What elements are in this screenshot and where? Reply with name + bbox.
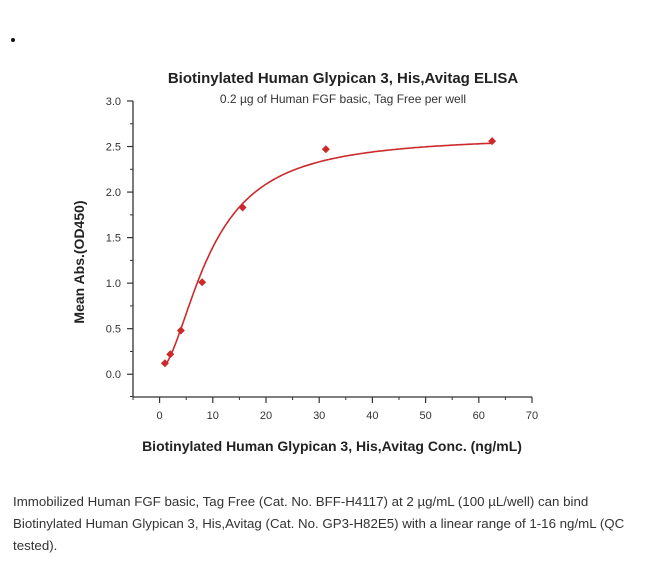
- x-tick-label: 30: [313, 410, 325, 422]
- x-axis-label: Biotinylated Human Glypican 3, His,Avita…: [142, 438, 522, 454]
- data-point: [176, 326, 185, 335]
- y-tick-label: 1.0: [106, 278, 121, 290]
- x-tick-label: 0: [157, 410, 163, 422]
- data-point: [238, 203, 247, 212]
- y-tick-label: 0.0: [106, 369, 121, 381]
- chart-title: Biotinylated Human Glypican 3, His,Avita…: [168, 70, 519, 87]
- data-point: [488, 137, 497, 146]
- chart-subtitle: 0.2 µg of Human FGF basic, Tag Free per …: [220, 92, 466, 106]
- x-tick-label: 20: [260, 410, 272, 422]
- fit-curve: [164, 142, 493, 367]
- x-tick-label: 50: [419, 410, 431, 422]
- y-tick-label: 1.5: [106, 233, 121, 245]
- x-tick-label: 70: [526, 410, 538, 422]
- y-tick-label: 2.5: [106, 142, 121, 154]
- data-point: [160, 359, 169, 368]
- figure-caption: Immobilized Human FGF basic, Tag Free (C…: [13, 494, 625, 553]
- x-tick-label: 60: [473, 410, 485, 422]
- elisa-chart: Biotinylated Human Glypican 3, His,Avita…: [71, 70, 538, 454]
- y-tick-label: 3.0: [106, 96, 121, 108]
- x-tick-label: 40: [366, 410, 378, 422]
- y-tick-label: 2.0: [106, 187, 121, 199]
- data-point: [321, 145, 330, 154]
- y-tick-label: 0.5: [106, 324, 121, 336]
- y-axis-label: Mean Abs.(OD450): [71, 200, 87, 323]
- data-point: [166, 350, 175, 359]
- x-tick-label: 10: [207, 410, 219, 422]
- bullet-dot: [11, 38, 15, 42]
- data-point: [198, 278, 207, 287]
